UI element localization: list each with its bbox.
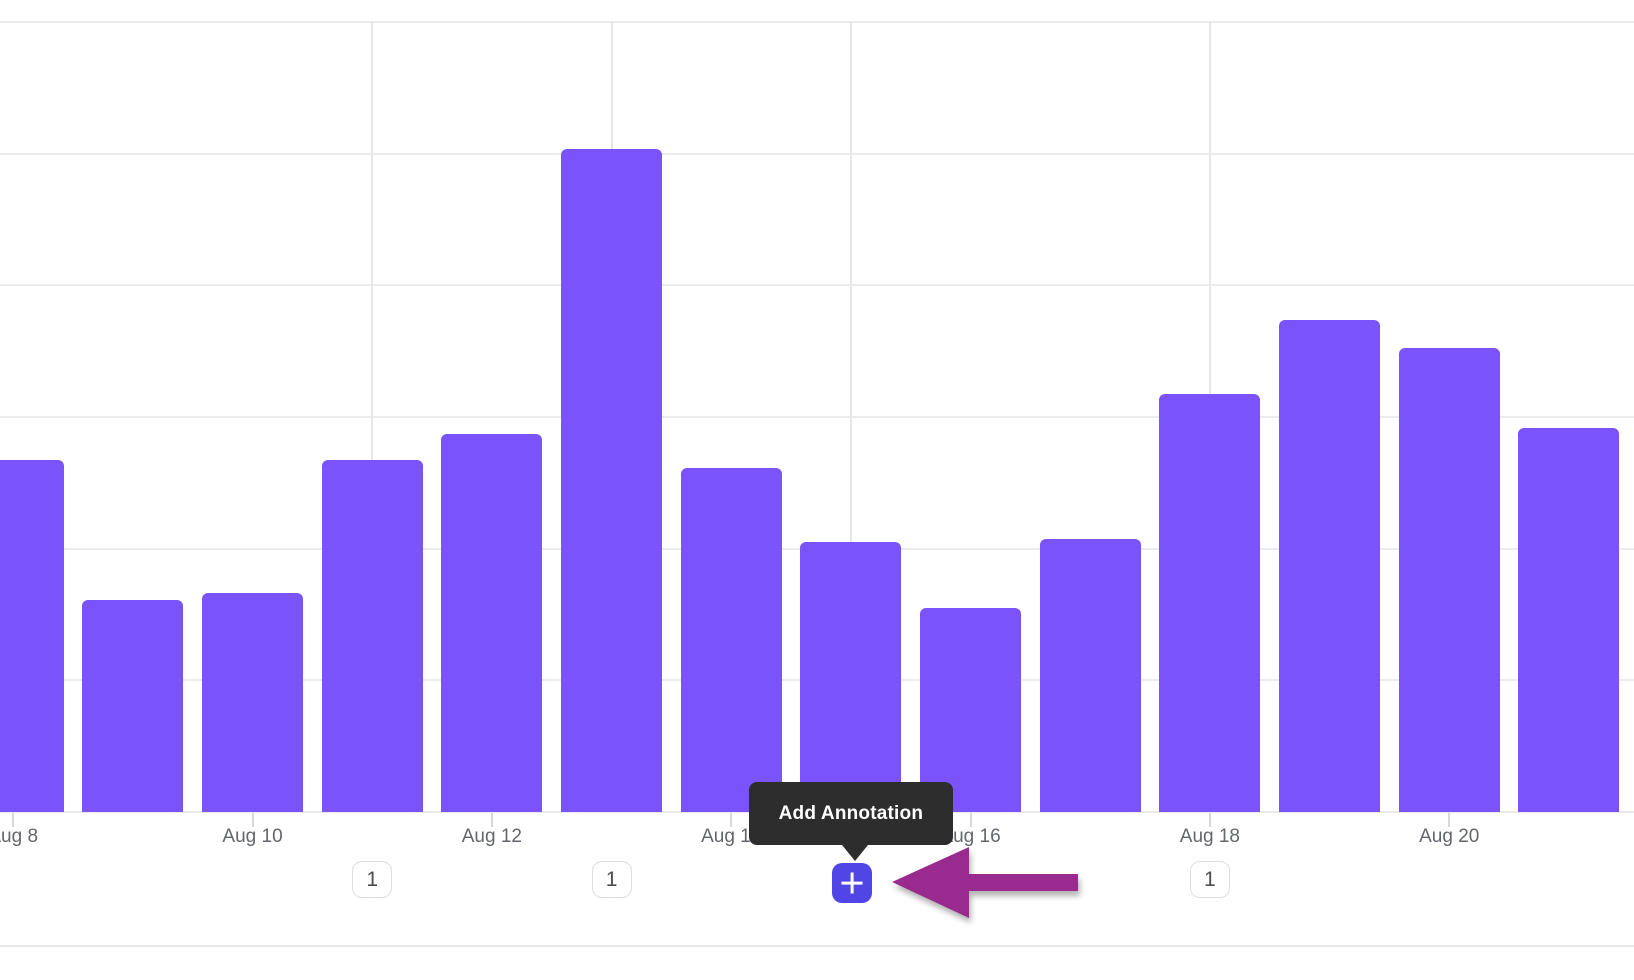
chart-bar-aug-15[interactable] [800,542,902,812]
x-axis-label-aug-10: Aug 10 [222,826,283,847]
x-axis-tick [12,813,15,827]
annotation-badge-aug-13[interactable]: 1 [591,861,632,898]
chart-bar-aug-10[interactable] [202,593,304,812]
chart-bar-aug-14[interactable] [680,468,782,812]
h-gridline [0,284,1634,287]
h-gridline [0,21,1634,23]
chart-bar-aug-19[interactable] [1279,320,1381,812]
chart-bar-aug-17[interactable] [1039,539,1141,812]
h-gridline [0,416,1634,418]
pointer-arrow-graphic [892,847,1078,918]
x-axis-tick [490,813,493,827]
annotation-marker-line-aug-11 [371,22,374,460]
add-annotation-tooltip-label: Add Annotation [778,802,924,824]
chart-bar-aug-8[interactable] [0,460,64,812]
add-annotation-plus-button[interactable] [831,863,872,903]
chart-bar-aug-9[interactable] [82,600,184,812]
annotation-marker-line-aug-18 [1208,22,1211,394]
x-axis-label-aug-18: Aug 18 [1179,826,1241,847]
x-axis-tick [1208,813,1211,827]
x-axis-tick [251,813,254,827]
chart-bar-aug-18[interactable] [1159,394,1261,812]
chart-bar-aug-20[interactable] [1398,348,1500,812]
tooltip-caret [841,845,868,861]
bottom-separator-line [0,945,1634,947]
chart-bar-aug-11[interactable] [321,460,423,812]
x-axis-label-aug-14: Aug 14 [701,826,762,847]
x-axis-label-aug-20: Aug 20 [1419,826,1480,847]
x-axis-tick [969,813,972,827]
chart-bar-aug-13[interactable] [561,149,663,812]
x-axis-label-aug-16: Aug 16 [940,826,1001,847]
annotation-marker-line-aug-15 [849,22,852,542]
annotation-badge-aug-18[interactable]: 1 [1189,861,1230,898]
x-axis-label-aug-12: Aug 12 [461,826,522,847]
chart-bar-aug-21[interactable] [1518,428,1620,812]
chart-bar-aug-12[interactable] [441,434,543,812]
annotation-marker-line-aug-13 [610,22,613,149]
annotation-badge-aug-11[interactable]: 1 [352,861,393,898]
x-axis-label-aug-8: Aug 8 [0,826,39,847]
x-axis-tick [730,813,733,827]
h-gridline [0,152,1634,155]
chart-bar-aug-16[interactable] [920,608,1022,812]
x-axis-tick [1448,813,1451,827]
add-annotation-tooltip: Add Annotation [748,782,953,845]
